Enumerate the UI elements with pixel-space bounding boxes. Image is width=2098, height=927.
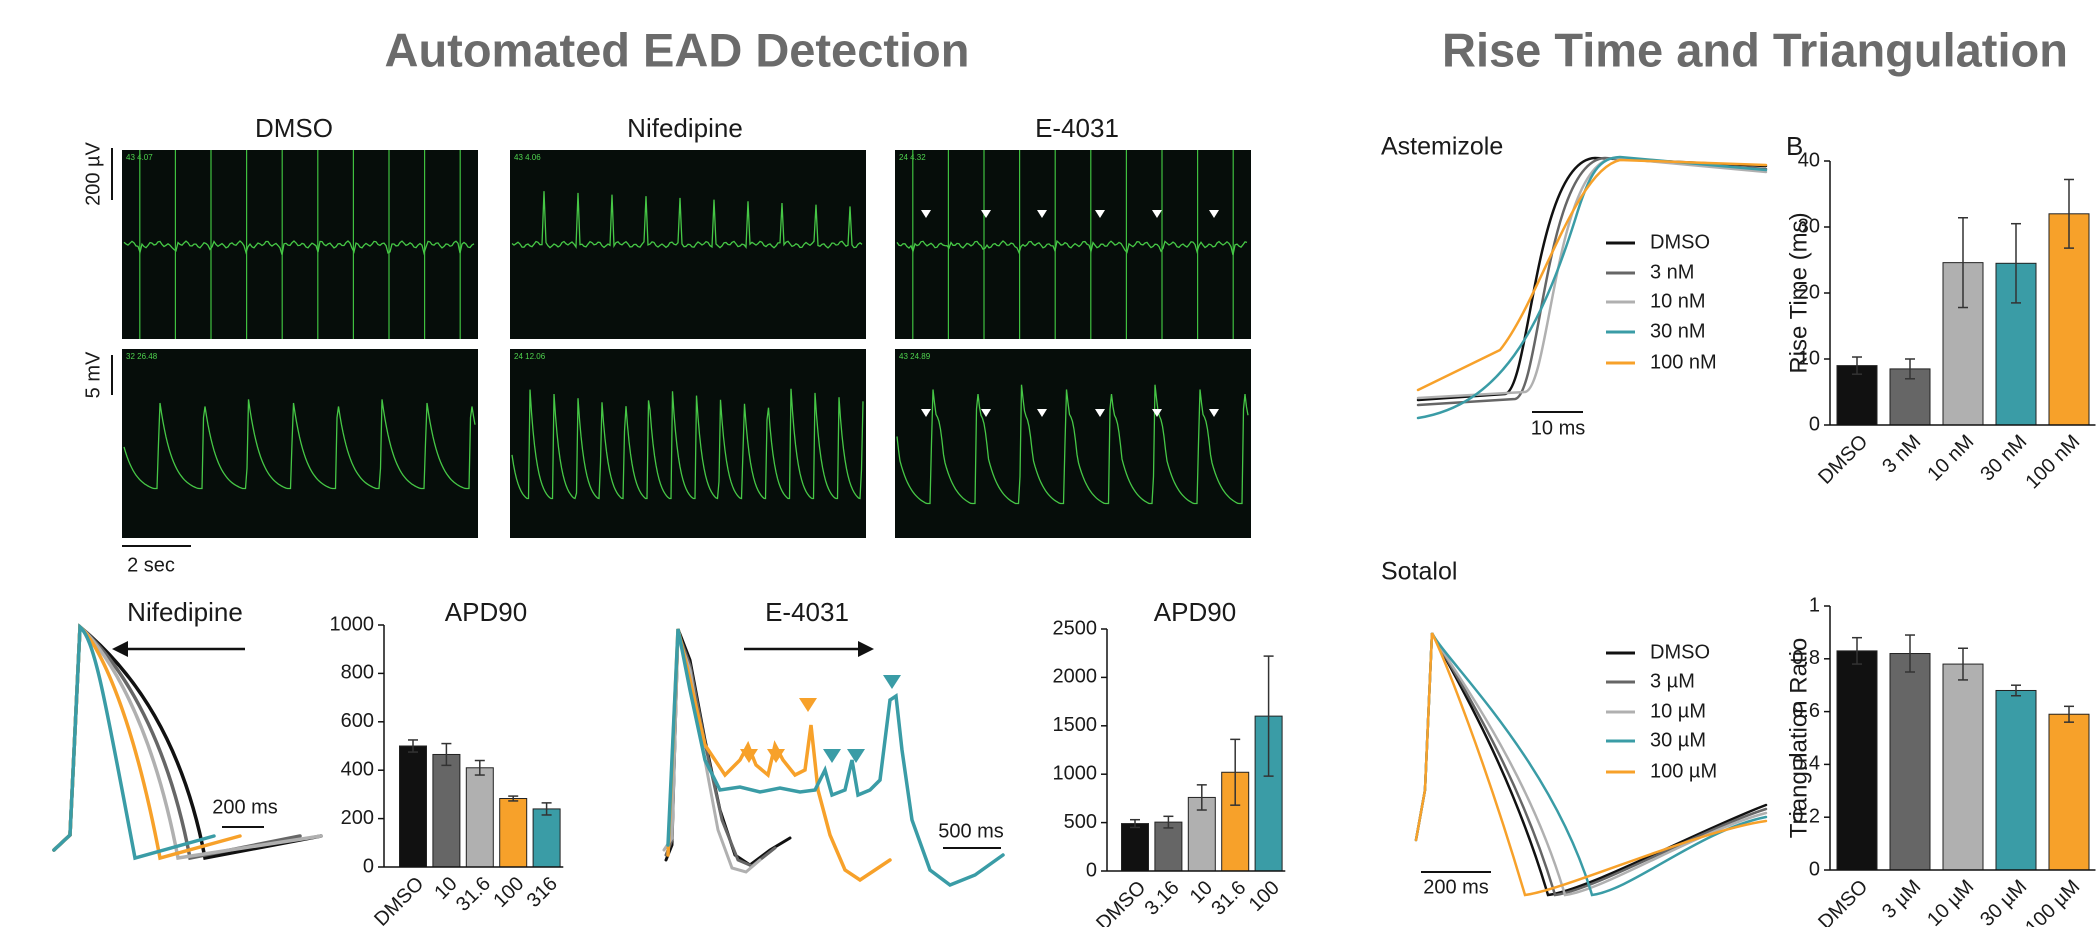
- chart-title: APD90: [1154, 597, 1236, 627]
- x-tick-label: DMSO: [370, 873, 428, 927]
- bar: [1837, 651, 1877, 870]
- x-tick-label: 3 nM: [1878, 431, 1925, 478]
- x-tick-label: DMSO: [1814, 876, 1872, 927]
- y-tick-label: 0: [1809, 858, 1820, 880]
- chart-title: APD90: [445, 597, 527, 627]
- y-tick-label: 0.2: [1792, 805, 1820, 827]
- scale-label: 2 sec: [127, 554, 175, 576]
- arrow-head: [858, 641, 874, 657]
- recording-panel: [895, 349, 1251, 538]
- trace-title: Astemizole: [1381, 133, 1503, 161]
- scale-label: 5 mV: [82, 351, 104, 398]
- corner-label: 43 4.06: [514, 153, 541, 162]
- y-tick-label: 1500: [1053, 714, 1098, 736]
- legend-label: 10 nM: [1650, 290, 1706, 312]
- y-tick-label: 1: [1809, 594, 1820, 616]
- heading: Automated EAD Detection: [385, 23, 970, 76]
- y-tick-label: 2500: [1053, 617, 1098, 639]
- bar: [1996, 690, 2036, 870]
- corner-label: 43 24.89: [899, 352, 931, 361]
- y-tick-label: 200: [341, 807, 374, 829]
- marker: [847, 749, 865, 763]
- trace-title: E-4031: [765, 597, 849, 627]
- bar: [1943, 664, 1983, 870]
- trace: [666, 632, 775, 866]
- y-tick-label: 1000: [1053, 762, 1098, 784]
- x-tick-label: 10 nM: [1923, 431, 1978, 486]
- legend-label: DMSO: [1650, 231, 1710, 253]
- y-tick-label: 500: [1064, 811, 1097, 833]
- x-tick-label: 100: [1245, 877, 1284, 916]
- x-tick-label: 31.6: [452, 873, 495, 916]
- recording-panel: [122, 349, 478, 538]
- marker: [823, 749, 841, 763]
- trace-title: Nifedipine: [127, 597, 243, 627]
- trace: [54, 627, 300, 858]
- legend-label: 10 µM: [1650, 700, 1706, 722]
- panel-title: DMSO: [255, 113, 333, 143]
- bar: [2049, 714, 2089, 870]
- bar: [433, 754, 460, 867]
- y-tick-label: 0: [1809, 413, 1820, 435]
- y-tick-label: 40: [1798, 149, 1820, 171]
- scale-label: 10 ms: [1531, 417, 1585, 439]
- figure: Automated EAD Detection Rise Time and Tr…: [0, 0, 2098, 927]
- arrow-head: [112, 641, 128, 657]
- x-tick-label: 316: [523, 873, 562, 912]
- panel-title: E-4031: [1035, 113, 1119, 143]
- bar: [1155, 822, 1182, 871]
- x-tick-label: 3 µM: [1878, 876, 1925, 923]
- y-tick-label: 0.8: [1792, 647, 1820, 669]
- scale-label: 500 ms: [938, 820, 1004, 842]
- legend-label: 3 nM: [1650, 261, 1694, 283]
- scale-label: 200 ms: [1423, 876, 1489, 898]
- y-tick-label: 0.6: [1792, 700, 1820, 722]
- x-tick-label: 10 µM: [1923, 876, 1978, 927]
- bar: [500, 799, 527, 867]
- recording-panel: [510, 349, 866, 538]
- bar: [1122, 824, 1149, 871]
- marker: [799, 698, 817, 712]
- scale-label: 200 µV: [82, 141, 104, 205]
- heading: Rise Time and Triangulation: [1442, 23, 2068, 76]
- scale-label: 200 ms: [212, 796, 278, 818]
- y-tick-label: 600: [341, 710, 374, 732]
- bar: [533, 809, 560, 867]
- x-tick-label: DMSO: [1092, 877, 1150, 927]
- y-tick-label: 1000: [330, 613, 375, 635]
- y-tick-label: 0: [1086, 859, 1097, 881]
- bar: [1890, 654, 1930, 870]
- x-tick-label: DMSO: [1814, 431, 1872, 489]
- x-tick-label: 3.16: [1141, 877, 1184, 920]
- legend-label: DMSO: [1650, 641, 1710, 663]
- legend-label: 30 nM: [1650, 320, 1706, 342]
- legend-label: 100 µM: [1650, 760, 1717, 782]
- x-tick-label: 30 µM: [1976, 876, 2031, 927]
- y-tick-label: 800: [341, 662, 374, 684]
- legend-label: 30 µM: [1650, 729, 1706, 751]
- marker: [883, 675, 901, 689]
- y-tick-label: 400: [341, 758, 374, 780]
- legend-label: 3 µM: [1650, 670, 1695, 692]
- y-tick-label: 30: [1798, 215, 1820, 237]
- x-tick-label: 100 µM: [2021, 876, 2084, 927]
- bar: [400, 746, 427, 867]
- bar: [466, 768, 493, 867]
- y-tick-label: 20: [1798, 281, 1820, 303]
- y-tick-label: 0: [363, 855, 374, 877]
- corner-label: 24 12.06: [514, 352, 546, 361]
- y-tick-label: 10: [1798, 347, 1820, 369]
- trace: [1418, 157, 1766, 418]
- legend-label: 100 nM: [1650, 351, 1717, 373]
- y-tick-label: 0.4: [1792, 753, 1820, 775]
- y-tick-label: 2000: [1053, 666, 1098, 688]
- x-tick-label: 31.6: [1207, 877, 1250, 920]
- x-tick-label: 100: [489, 873, 528, 912]
- panel-title: Nifedipine: [627, 113, 743, 143]
- corner-label: 32 26.48: [126, 352, 158, 361]
- x-tick-label: 100 nM: [2022, 431, 2085, 494]
- trace-title: Sotalol: [1381, 558, 1457, 586]
